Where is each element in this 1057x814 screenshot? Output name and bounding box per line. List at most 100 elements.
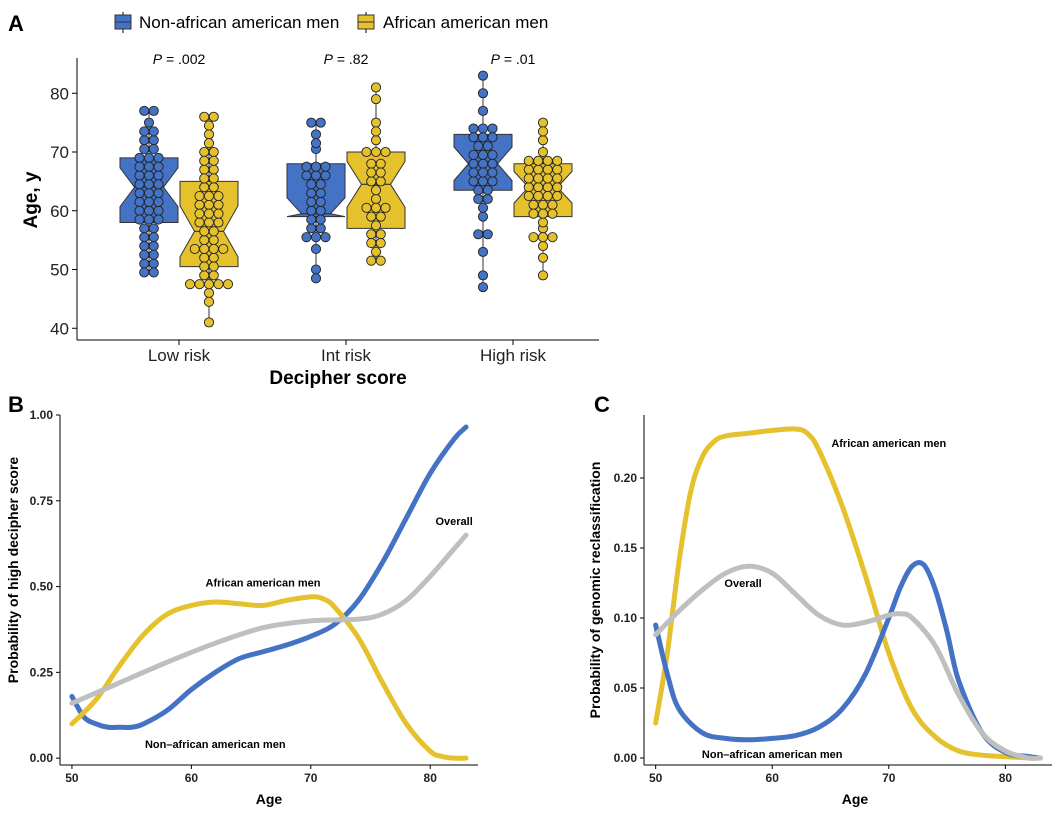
dot-african-american-men-low-risk (213, 199, 224, 210)
dot-non-african-american-men-low-risk (143, 179, 155, 190)
panel-label-a: A (8, 11, 24, 36)
dot-non-african-american-men-high-risk (487, 149, 498, 160)
dot-african-american-men-low-risk (208, 252, 219, 263)
dot-african-american-men-low-risk (203, 191, 215, 202)
x-tick-label-b-50: 50 (65, 771, 79, 785)
dot-non-african-american-men-high-risk (477, 88, 489, 99)
dot-african-american-men-low-risk (222, 279, 234, 290)
dot-african-american-men-low-risk (213, 217, 224, 228)
dot-african-american-men-low-risk (203, 217, 215, 228)
x-tick-label-b-80: 80 (424, 771, 438, 785)
pvalue-int-risk: P = .82 (324, 51, 369, 67)
dot-african-american-men-high-risk (533, 191, 544, 202)
dot-non-african-american-men-high-risk (487, 132, 498, 143)
dot-african-american-men-low-risk (199, 235, 210, 246)
dot-non-african-american-men-low-risk (148, 249, 159, 260)
dot-african-american-men-int-risk (370, 126, 382, 137)
line-non-african-american-men-b (69, 424, 469, 731)
dot-non-african-american-men-low-risk (143, 188, 155, 199)
dot-african-american-men-int-risk (366, 158, 377, 169)
y-tick-label-c-0: 0.00 (614, 751, 638, 765)
x-axis-title-c: Age (842, 791, 869, 807)
dot-african-american-men-low-risk (184, 279, 196, 290)
line-overall-b (69, 532, 469, 706)
box-non-african-american-men-int-risk (286, 163, 346, 218)
dot-non-african-american-men-int-risk (306, 205, 317, 216)
dot-non-african-american-men-high-risk (477, 176, 489, 187)
panel-a: A Non-african american men African ameri… (8, 11, 599, 389)
dot-african-american-men-high-risk (528, 208, 539, 219)
dot-african-american-men-int-risk (380, 146, 391, 158)
dot-african-american-men-low-risk (218, 243, 229, 254)
y-tick-label-b-1: 0.25 (30, 665, 54, 679)
dot-non-african-american-men-low-risk (139, 126, 150, 137)
dot-african-american-men-int-risk (361, 202, 372, 213)
dot-african-american-men-int-risk (375, 176, 386, 187)
pvalue-high-risk-label: P (491, 51, 501, 67)
dot-african-american-men-low-risk (208, 146, 219, 158)
dot-non-african-american-men-high-risk (477, 158, 489, 169)
dot-non-african-american-men-int-risk (310, 138, 322, 149)
dot-african-american-men-int-risk (366, 238, 377, 249)
x-axis-title-a: Decipher score (269, 368, 406, 389)
legend-key-african (357, 12, 375, 33)
dot-non-african-american-men-low-risk (153, 179, 164, 190)
dot-african-american-men-low-risk (208, 243, 219, 254)
dot-african-american-men-int-risk (370, 246, 382, 257)
dot-non-african-american-men-high-risk (482, 185, 493, 196)
dot-african-american-men-low-risk (208, 235, 219, 246)
y-tick-label-a-50: 50 (50, 261, 69, 280)
annotation-non-african-american-men-c: Non–african american men (702, 749, 843, 761)
dot-african-american-men-int-risk (370, 193, 382, 205)
dot-african-american-men-int-risk (370, 185, 382, 196)
x-tick-label-c-60: 60 (766, 771, 780, 785)
dot-non-african-american-men-high-risk (487, 167, 498, 178)
y-tick-label-a-80: 80 (50, 84, 69, 103)
dot-non-african-american-men-int-risk (310, 170, 322, 181)
dot-african-american-men-low-risk (199, 243, 210, 254)
dot-non-african-american-men-low-risk (139, 232, 150, 243)
dot-african-american-men-high-risk (537, 117, 549, 128)
dot-african-american-men-high-risk (533, 164, 544, 175)
dot-african-american-men-int-risk (370, 94, 382, 105)
line-non-african-american-men-c (653, 560, 1043, 761)
dot-non-african-american-men-low-risk (153, 188, 164, 199)
dot-non-african-american-men-high-risk (468, 123, 479, 134)
dot-non-african-american-men-low-risk (153, 170, 164, 181)
dot-african-american-men-low-risk (203, 129, 215, 140)
dot-african-american-men-low-risk (203, 279, 215, 290)
dot-non-african-american-men-int-risk (315, 117, 326, 128)
dot-african-american-men-high-risk (528, 199, 539, 210)
panel-label-c: C (594, 392, 610, 417)
dot-non-african-american-men-int-risk (315, 214, 326, 225)
dot-non-african-american-men-low-risk (139, 223, 150, 234)
dot-african-american-men-high-risk (552, 173, 563, 184)
dot-non-african-american-men-int-risk (306, 214, 317, 225)
dot-african-american-men-low-risk (199, 173, 210, 184)
pvalue-low-risk-value: = .002 (162, 51, 205, 67)
dot-non-african-american-men-int-risk (315, 205, 326, 216)
dot-african-american-men-low-risk (199, 226, 210, 237)
dot-non-african-american-men-low-risk (153, 152, 164, 163)
dot-african-american-men-int-risk (366, 229, 377, 240)
dot-african-american-men-low-risk (208, 173, 219, 184)
dot-african-american-men-low-risk (208, 164, 219, 175)
dot-african-american-men-high-risk (552, 155, 563, 166)
dot-non-african-american-men-low-risk (143, 196, 155, 207)
dot-non-african-american-men-low-risk (134, 170, 145, 181)
dot-african-american-men-high-risk (547, 208, 558, 219)
dot-african-american-men-low-risk (213, 279, 224, 290)
dot-non-african-american-men-int-risk (310, 129, 322, 140)
dot-non-african-american-men-int-risk (301, 170, 312, 181)
annotation-african-american-men-b: African american men (206, 578, 321, 590)
annotation-non-african-american-men-b: Non–african american men (145, 739, 286, 751)
dot-non-african-american-men-low-risk (148, 105, 159, 116)
dot-non-african-american-men-low-risk (139, 240, 150, 252)
dot-african-american-men-int-risk (375, 255, 386, 266)
dot-non-african-american-men-int-risk (315, 223, 326, 234)
x-tick-label-c-70: 70 (882, 771, 896, 785)
dot-african-american-men-high-risk (523, 182, 534, 193)
dot-non-african-american-men-low-risk (134, 214, 145, 225)
dot-non-african-american-men-high-risk (477, 123, 489, 134)
dot-african-american-men-low-risk (199, 182, 210, 193)
